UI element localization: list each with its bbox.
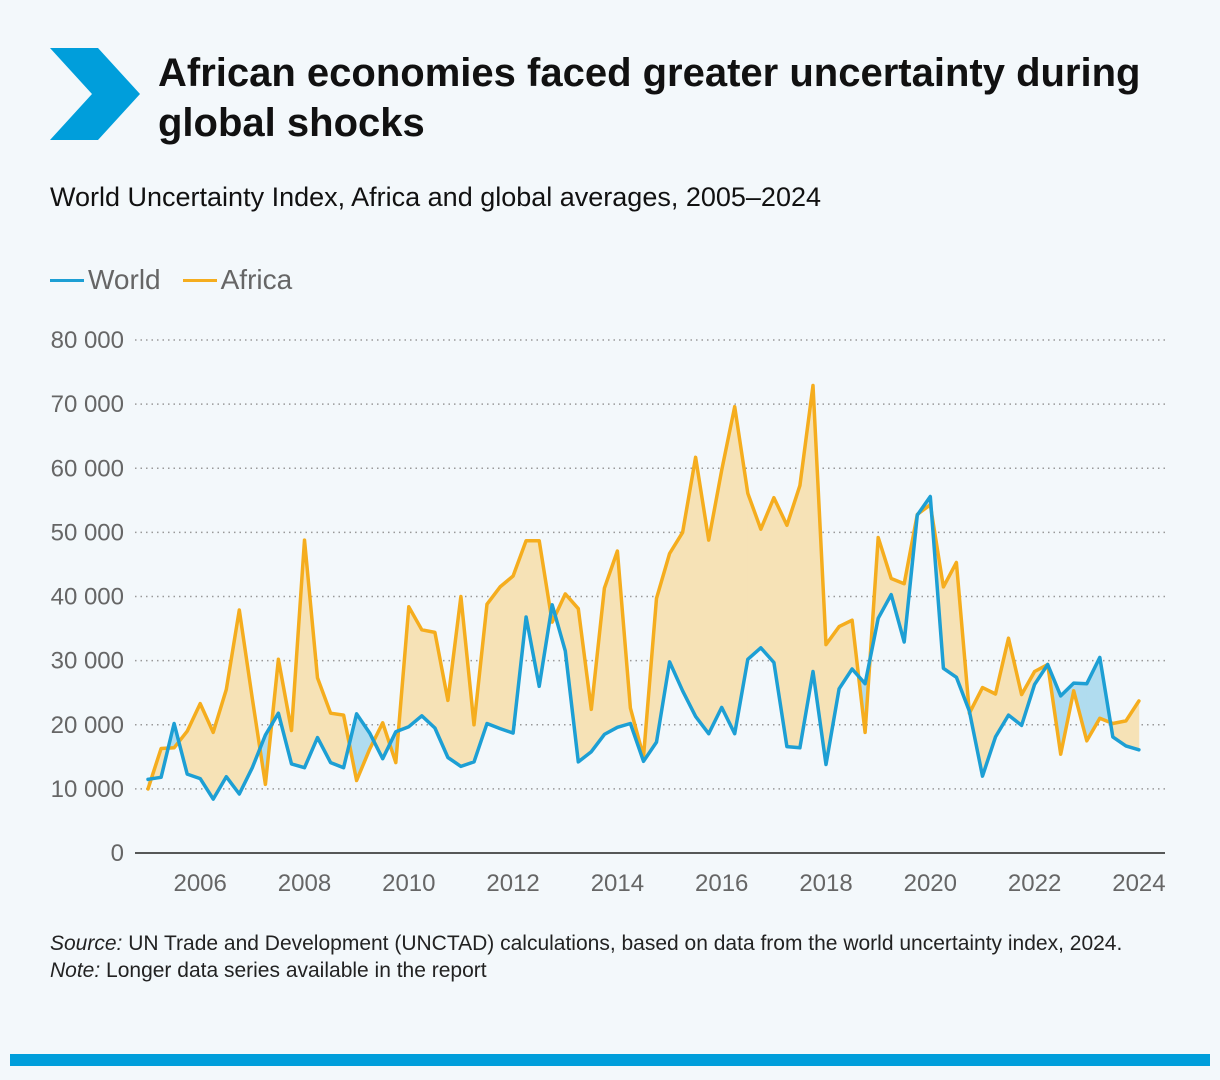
chart-legend: World Africa <box>50 262 314 298</box>
y-tick-label: 60 000 <box>51 455 124 482</box>
x-tick-label: 2010 <box>382 870 435 897</box>
y-tick-label: 70 000 <box>51 391 124 418</box>
source-label: Source: <box>50 932 123 955</box>
legend-label-africa: Africa <box>220 264 293 295</box>
gap-fill-africa-higher <box>525 540 540 687</box>
legend-item-africa: Africa <box>182 264 293 296</box>
chart-subtitle: World Uncertainty Index, Africa and glob… <box>50 182 821 212</box>
source-text: UN Trade and Development (UNCTAD) calcul… <box>122 932 1123 955</box>
legend-label-world: World <box>88 264 161 295</box>
gap-fill-africa-higher <box>747 493 762 661</box>
x-tick-label: 2020 <box>904 870 957 897</box>
x-tick-label: 2024 <box>1112 870 1165 897</box>
y-tick-label: 30 000 <box>51 648 124 675</box>
x-tick-label: 2022 <box>1008 870 1061 897</box>
note-label: Note: <box>50 959 101 982</box>
x-tick-label: 2014 <box>591 870 644 897</box>
line-chart: 0 10 000 20 000 30 000 40 000 50 000 60 000 70 … <box>51 327 1166 897</box>
gap-fill-africa-higher <box>225 609 240 795</box>
x-tick-label: 2016 <box>695 870 748 897</box>
bottom-accent-bar <box>10 1054 1210 1066</box>
note-line: Note: Longer data series available in th… <box>50 957 1180 984</box>
x-tick-label: 2006 <box>173 870 226 897</box>
x-tick-label: 2018 <box>799 870 852 897</box>
note-text: Longer data series available in the repo… <box>100 959 487 982</box>
chart-footer: Source: UN Trade and Development (UNCTAD… <box>50 930 1180 984</box>
y-tick-label: 80 000 <box>51 327 124 354</box>
gap-fill-africa-higher <box>486 585 501 730</box>
legend-swatch-africa <box>182 278 217 282</box>
gap-fill-africa-higher <box>421 629 436 729</box>
x-tick-label: 2012 <box>486 870 539 897</box>
chevron-logo-icon <box>50 48 140 140</box>
y-tick-label: 10 000 <box>51 776 124 803</box>
y-tick-label: 40 000 <box>51 584 124 611</box>
y-tick-label: 50 000 <box>51 519 124 546</box>
gap-fill-africa-higher <box>982 687 996 777</box>
y-tick-label: 20 000 <box>51 712 124 739</box>
source-line: Source: UN Trade and Development (UNCTAD… <box>50 930 1180 957</box>
series-line-world <box>146 494 1141 801</box>
legend-item-world: World <box>50 264 161 296</box>
gap-fill-africa-higher <box>239 609 253 795</box>
x-tick-label: 2008 <box>278 870 331 897</box>
chevron-shape <box>50 48 140 140</box>
y-tick-label: 0 <box>111 840 124 867</box>
page-title: African economies faced greater uncertai… <box>158 51 1141 145</box>
gap-fill-africa-higher <box>330 712 344 769</box>
gap-fill-africa-higher <box>499 575 514 734</box>
legend-swatch-world <box>50 278 84 282</box>
